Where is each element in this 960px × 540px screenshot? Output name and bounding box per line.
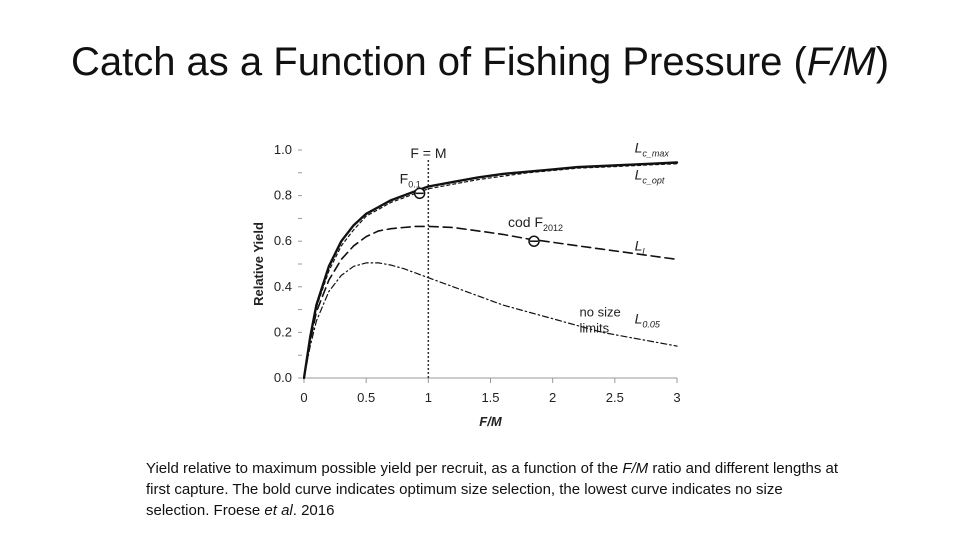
curve-label: L0.05 [635, 310, 661, 329]
caption-part3: . 2016 [292, 502, 335, 519]
x-tick-label: 1.5 [481, 390, 499, 405]
y-tick-label: 1.0 [274, 142, 292, 157]
x-tick-label: 3 [673, 390, 680, 405]
curve-label: Ll [635, 237, 646, 256]
slide-title: Catch as a Function of Fishing Pressure … [0, 40, 960, 85]
series-ll [303, 225, 678, 379]
series-lc-opt [303, 163, 678, 379]
title-end: ) [875, 40, 890, 84]
curve-label: Lc_max [635, 139, 670, 158]
x-axis-title: F/M [479, 414, 503, 429]
curve-label: Lc_opt [635, 167, 665, 186]
annotation-line1: no size [580, 304, 621, 319]
labels-layer: F0.1 cod F2012 Lc_max Lc_opt Ll L0.05 no sizel… [400, 139, 670, 335]
y-tick-label: 0.6 [274, 233, 292, 248]
caption-part1: Yield relative to maximum possible yield… [146, 460, 623, 477]
y-axis-title: Relative Yield [251, 222, 266, 306]
x-tick-label: 1 [425, 390, 432, 405]
x-tick-label: 0.5 [357, 390, 375, 405]
caption-part2: ratio and different lengths at first cap… [146, 460, 839, 519]
x-tick-label: 0 [300, 390, 307, 405]
figure-caption: Yield relative to maximum possible yield… [146, 458, 846, 521]
title-italic: F/M [806, 40, 876, 84]
marker-label: cod F2012 [508, 214, 563, 233]
caption-italic2: et al [264, 502, 293, 519]
series-l0-05 [303, 262, 678, 379]
y-tick-label: 0.4 [274, 279, 292, 294]
title-main: Catch as a Function of Fishing Pressure … [70, 40, 807, 84]
x-tick-label: 2 [549, 390, 556, 405]
y-tick-label: 0.8 [274, 188, 292, 203]
f-equals-m-line: F = M [410, 145, 447, 378]
chart-axes: 0 0.5 1 1.5 2 2.5 3 0.0 0.2 0.4 0.6 0.8 1.0 F/M Relati… [251, 142, 681, 429]
series-lc-max [302, 161, 679, 380]
series-layer [302, 161, 679, 380]
caption-italic1: F/M [622, 460, 649, 477]
vline-label: F = M [410, 145, 446, 161]
y-tick-label: 0.2 [274, 324, 292, 339]
y-tick-label: 0.0 [274, 370, 292, 385]
x-tick-label: 2.5 [606, 390, 624, 405]
marker-label: F0.1 [400, 170, 421, 189]
annotation-line2: limits [580, 320, 610, 335]
